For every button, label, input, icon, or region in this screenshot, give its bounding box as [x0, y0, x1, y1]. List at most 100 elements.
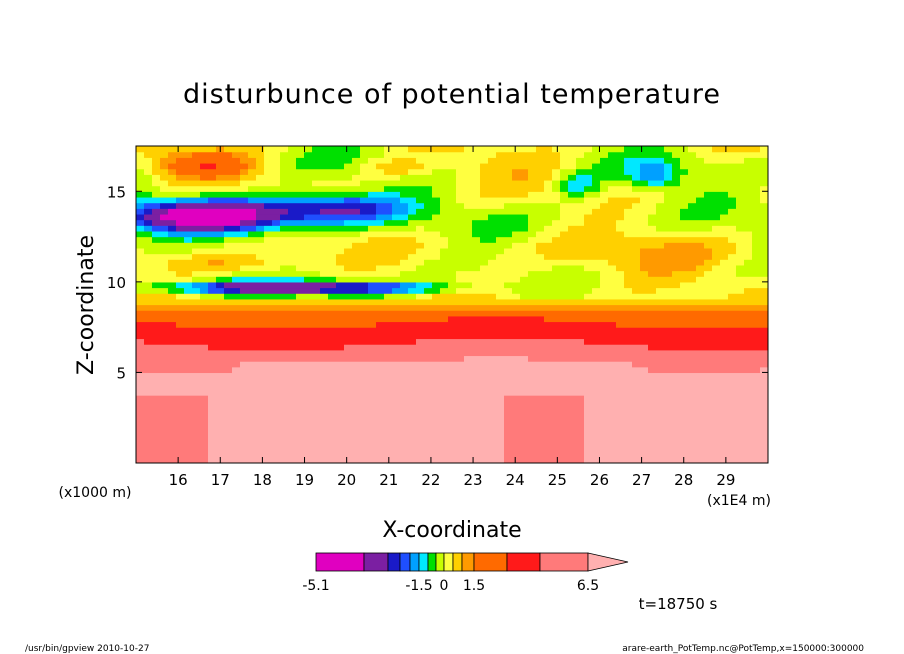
heatmap-cell — [256, 242, 265, 249]
heatmap-cell — [352, 276, 361, 283]
heatmap-cell — [496, 349, 505, 357]
heatmap-cell — [312, 446, 321, 453]
heatmap-cell — [576, 151, 585, 158]
heatmap-cell — [744, 378, 753, 385]
heatmap-cell — [184, 412, 193, 419]
heatmap-cell — [216, 315, 225, 323]
heatmap-cell — [200, 208, 209, 215]
heatmap-cell — [256, 378, 265, 385]
heatmap-cell — [488, 219, 497, 226]
heatmap-cell — [176, 395, 185, 402]
heatmap-cell — [456, 429, 465, 436]
heatmap-cell — [744, 383, 753, 391]
heatmap-cell — [336, 429, 345, 436]
heatmap-cell — [584, 208, 593, 215]
heatmap-cell — [144, 219, 153, 226]
heatmap-cell — [560, 225, 569, 232]
heatmap-cell — [376, 327, 385, 334]
heatmap-cell — [520, 281, 529, 289]
heatmap-cell — [288, 236, 297, 243]
heatmap-cell — [224, 400, 233, 407]
heatmap-cell — [216, 287, 225, 294]
heatmap-cell — [368, 191, 377, 198]
heatmap-cell — [232, 264, 241, 272]
heatmap-cell — [376, 315, 385, 323]
heatmap-cell — [328, 383, 337, 391]
heatmap-cell — [456, 355, 465, 362]
heatmap-cell — [752, 332, 761, 340]
heatmap-cell — [280, 219, 289, 226]
heatmap-cell — [376, 457, 385, 463]
colorbar-tick-label: -1.5 — [405, 578, 432, 594]
heatmap-cell — [720, 281, 729, 289]
heatmap-cell — [144, 270, 153, 277]
heatmap-cell — [344, 310, 353, 317]
heatmap-cell — [136, 310, 145, 317]
heatmap-cell — [656, 344, 665, 351]
heatmap-cell — [552, 332, 561, 340]
heatmap-cell — [216, 355, 225, 362]
heatmap-cell — [584, 446, 593, 453]
heatmap-cell — [440, 332, 449, 340]
heatmap-cell — [320, 191, 329, 198]
heatmap-cell — [568, 162, 577, 170]
heatmap-cell — [144, 264, 153, 272]
heatmap-cell — [680, 264, 689, 272]
heatmap-cell — [592, 293, 601, 300]
heatmap-cell — [744, 298, 753, 306]
heatmap-cell — [368, 395, 377, 402]
heatmap-cell — [184, 179, 193, 187]
heatmap-cell — [496, 225, 505, 232]
heatmap-cell — [232, 219, 241, 226]
heatmap-cell — [680, 179, 689, 187]
heatmap-cell — [352, 383, 361, 391]
heatmap-cell — [512, 434, 521, 441]
heatmap-cell — [152, 361, 161, 368]
heatmap-cell — [696, 196, 705, 204]
heatmap-cell — [656, 185, 665, 192]
heatmap-cell — [576, 412, 585, 419]
heatmap-cell — [456, 440, 465, 447]
heatmap-cell — [696, 264, 705, 272]
heatmap-cell — [240, 395, 249, 402]
heatmap-cell — [368, 344, 377, 351]
heatmap-cell — [152, 157, 161, 164]
heatmap-cell — [136, 264, 145, 272]
heatmap-cell — [168, 151, 177, 158]
heatmap-cell — [584, 213, 593, 221]
heatmap-cell — [528, 383, 537, 391]
heatmap-cell — [504, 412, 513, 419]
heatmap-cell — [568, 270, 577, 277]
heatmap-cell — [440, 446, 449, 453]
heatmap-cell — [696, 412, 705, 419]
heatmap-cell — [248, 327, 257, 334]
heatmap-cell — [520, 191, 529, 198]
heatmap-cell — [544, 304, 553, 311]
heatmap-cell — [640, 389, 649, 396]
heatmap-cell — [136, 247, 145, 255]
heatmap-cell — [728, 434, 737, 441]
heatmap-cell — [192, 270, 201, 277]
heatmap-cell — [616, 146, 625, 153]
heatmap-cell — [712, 185, 721, 192]
heatmap-cell — [480, 315, 489, 323]
colorbar-swatch — [418, 552, 429, 572]
heatmap-cell — [272, 259, 281, 266]
heatmap-cell — [288, 389, 297, 396]
heatmap-cell — [312, 389, 321, 396]
heatmap-cell — [368, 247, 377, 255]
heatmap-cell — [536, 276, 545, 283]
heatmap-cell — [736, 242, 745, 249]
heatmap-cell — [664, 213, 673, 221]
heatmap-cell — [304, 157, 313, 164]
heatmap-cell — [600, 219, 609, 226]
heatmap-cell — [168, 457, 177, 463]
heatmap-cell — [408, 151, 417, 158]
heatmap-cell — [392, 219, 401, 226]
heatmap-cell — [320, 361, 329, 368]
heatmap-cell — [200, 179, 209, 187]
heatmap-cell — [760, 225, 768, 232]
heatmap-cell — [648, 213, 657, 221]
heatmap-cell — [288, 293, 297, 300]
heatmap-cell — [152, 406, 161, 413]
